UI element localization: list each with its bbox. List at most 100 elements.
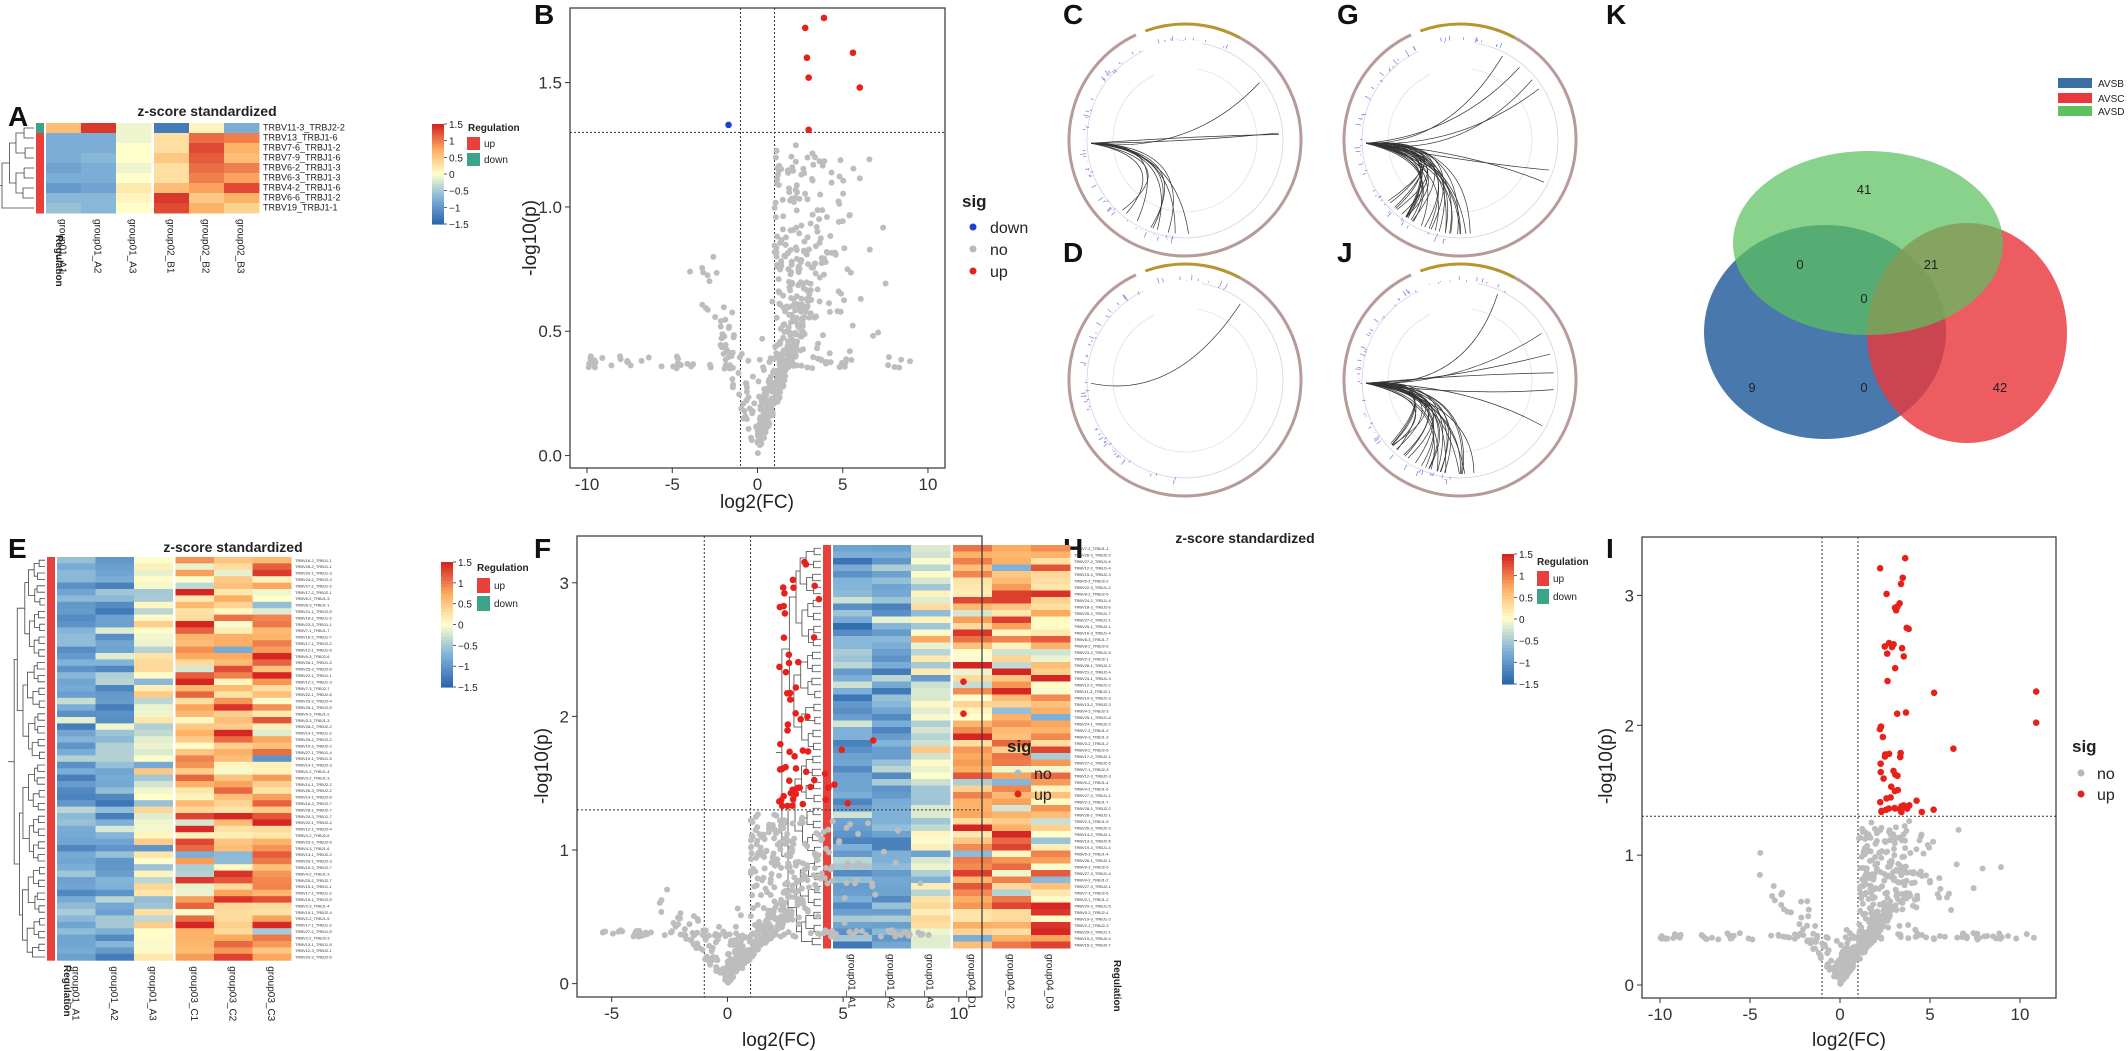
heatmap-cell xyxy=(214,845,253,852)
dendrogram-branch xyxy=(806,577,814,591)
volcano-point-no xyxy=(586,361,593,368)
circos-link xyxy=(1366,382,1452,473)
volcano-point-no xyxy=(748,856,755,863)
heatmap-cell xyxy=(57,653,96,660)
heatmap-cell xyxy=(833,571,873,578)
volcano-point-up xyxy=(838,746,845,754)
heatmap-cell xyxy=(57,685,96,692)
volcano-point-up xyxy=(1876,725,1884,733)
regulation-cell xyxy=(47,819,55,827)
heatmap-cell xyxy=(833,857,873,864)
circos-tick xyxy=(1098,436,1104,441)
volcano-point-no xyxy=(1993,935,2000,942)
circos-tick xyxy=(1091,184,1097,188)
volcano-point-no xyxy=(1878,854,1885,861)
volcano-point-no xyxy=(1838,963,1845,970)
heatmap-cell xyxy=(872,876,912,884)
heatmap-cell xyxy=(134,845,173,852)
heatmap-cell xyxy=(57,845,96,852)
circos-tick xyxy=(1102,78,1105,81)
regulation-cell xyxy=(823,909,831,916)
heatmap-cell xyxy=(95,665,135,673)
color-scale-step xyxy=(441,624,453,629)
volcano-point-no xyxy=(768,383,775,390)
volcano-point-no xyxy=(775,276,782,283)
volcano-point-no xyxy=(856,175,863,182)
color-scale-step xyxy=(1502,677,1514,682)
heatmap-cell xyxy=(57,589,96,596)
volcano-point-no xyxy=(1662,935,1669,942)
volcano-point-no xyxy=(847,821,854,828)
circos-tick xyxy=(1364,348,1368,351)
heatmap-cell xyxy=(57,864,96,872)
dendrogram-branch xyxy=(36,585,45,593)
color-scale-step xyxy=(441,683,453,688)
heatmap-a-legend-up-key xyxy=(467,137,480,150)
heatmap-cell xyxy=(134,761,173,769)
volcano-point-no xyxy=(780,889,787,896)
circos-tick xyxy=(1415,470,1419,477)
heatmap-row-label: TRBV5-2_TRBJ1-4 xyxy=(1074,780,1109,785)
color-scale-tick-label: 0 xyxy=(449,170,455,181)
volcano-point-no xyxy=(1984,933,1991,940)
heatmap-cell xyxy=(95,825,135,833)
heatmap-cell xyxy=(992,922,1032,929)
heatmap-cell xyxy=(872,707,912,715)
volcano-point-no xyxy=(775,171,782,178)
volcano-point-no xyxy=(1879,883,1886,890)
heatmap-cell xyxy=(252,601,292,609)
heatmap-cell xyxy=(134,665,173,673)
heatmap-row-label: TRBV17-1_TRBJ2-2 xyxy=(295,641,332,646)
volcano-point-no xyxy=(752,813,759,820)
heatmap-cell xyxy=(872,577,912,585)
heatmap-cell xyxy=(134,832,173,840)
volcano-point-no xyxy=(837,157,844,164)
volcano-point-no xyxy=(707,361,714,368)
heatmap-cell xyxy=(252,678,292,686)
color-scale-step xyxy=(1502,554,1514,558)
circos-tick xyxy=(1374,438,1380,442)
volcano-point-no xyxy=(915,929,922,936)
color-scale-step xyxy=(441,596,453,601)
heatmap-cell xyxy=(95,806,135,814)
volcano-point-no xyxy=(1880,923,1887,930)
volcano-point-no xyxy=(619,928,626,935)
volcano-point-no xyxy=(1901,822,1908,829)
volcano-point-no xyxy=(1899,854,1906,861)
volcano-point-no xyxy=(788,838,795,845)
volcano-point-no xyxy=(840,177,847,184)
heatmap-row-label: TRBV4-2_TRBJ1-6 xyxy=(263,183,341,193)
volcano-point-no xyxy=(638,357,645,364)
volcano-point-no xyxy=(1844,945,1851,952)
heatmap-cell xyxy=(95,595,135,603)
heatmap-cell xyxy=(175,582,215,590)
color-scale-step xyxy=(441,615,453,619)
heatmap-cell xyxy=(224,183,260,194)
volcano-point-no xyxy=(814,345,821,352)
volcano-point-no xyxy=(687,268,694,275)
heatmap-cell xyxy=(1031,883,1071,890)
color-scale-step xyxy=(432,124,444,128)
heatmap-cell xyxy=(1031,623,1071,630)
heatmap-cell xyxy=(57,582,96,590)
color-scale-step xyxy=(1502,589,1514,594)
color-scale-step xyxy=(441,677,453,682)
heatmap-row-label: TRBV6-2_TRBJ1-3 xyxy=(263,163,341,173)
color-scale-step xyxy=(441,587,453,591)
heatmap-cell xyxy=(911,883,951,890)
heatmap-row-label: TRBV8-3_TRBJ1-1 xyxy=(295,603,330,608)
regulation-cell xyxy=(47,697,55,705)
circos-tick xyxy=(1170,239,1173,244)
heatmap-cell xyxy=(57,768,96,776)
heatmap-cell xyxy=(872,798,912,806)
volcano-point-no xyxy=(1864,939,1871,946)
volcano-point-no xyxy=(855,830,862,837)
panel-label-g: G xyxy=(1337,0,1359,30)
volcano-point-no xyxy=(1838,950,1845,957)
heatmap-cell xyxy=(911,694,951,702)
volcano-point-no xyxy=(814,207,821,214)
volcano-point-no xyxy=(791,874,798,881)
heatmap-cell xyxy=(252,832,292,840)
heatmap-row-label: TRBV4-2_TRBJ2-6 xyxy=(295,833,330,838)
heatmap-cell xyxy=(1031,577,1071,585)
